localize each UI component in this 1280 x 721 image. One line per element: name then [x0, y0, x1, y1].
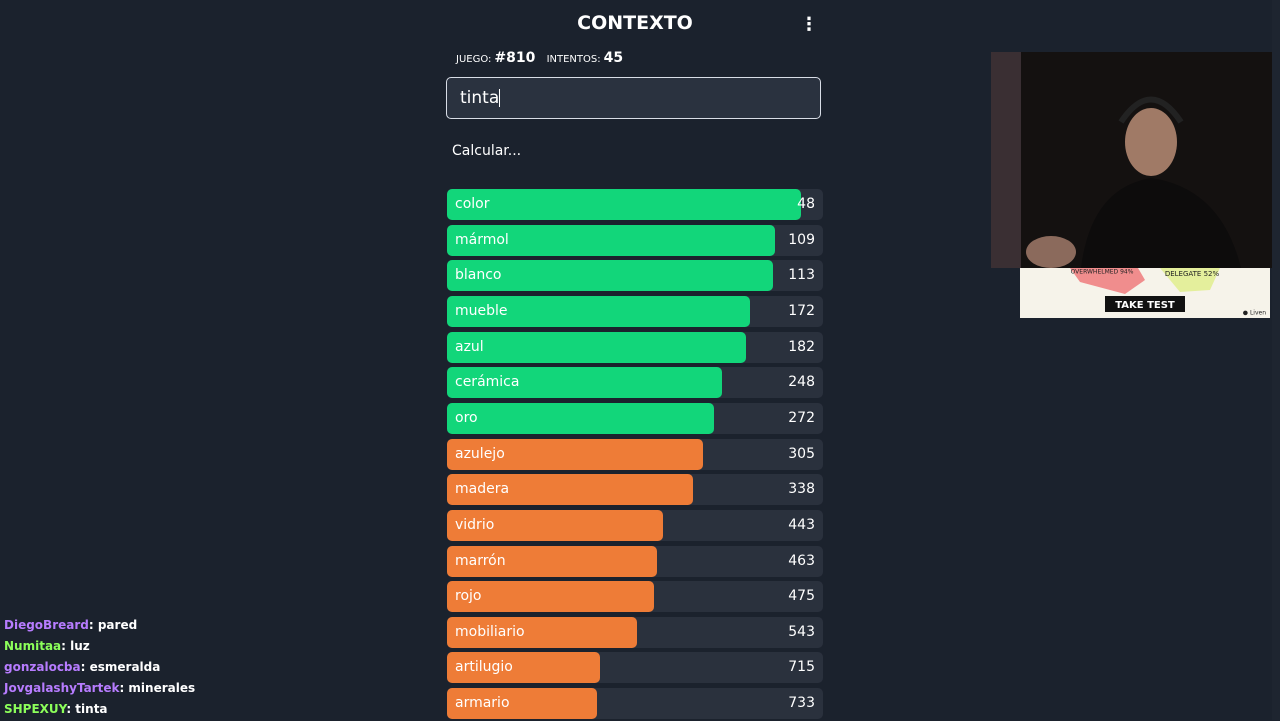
chat-message: : pared [88, 618, 138, 632]
guess-bar [447, 616, 638, 648]
ad-banner[interactable]: OVERWHELMED 94% DELEGATE 52% TAKE TEST ●… [1020, 268, 1270, 318]
guess-row: armario 733 [447, 688, 823, 720]
guess-rank: 182 [788, 338, 815, 355]
chat-line: JovgalashyTartek: minerales [4, 679, 195, 700]
guess-rank: 113 [788, 267, 815, 284]
ad-button[interactable]: TAKE TEST [1115, 300, 1175, 311]
guess-row: azulejo 305 [447, 438, 823, 470]
guess-bar [447, 581, 655, 613]
attempts: 45 [603, 50, 624, 66]
guess-rank: 338 [788, 481, 815, 498]
guess-row: artilugio 715 [447, 652, 823, 684]
chat-line: Numitaa: luz [4, 637, 195, 658]
guess-word: rojo [455, 588, 482, 605]
guess-row: oro 272 [447, 402, 823, 434]
chat-user[interactable]: Numitaa [4, 639, 62, 653]
guess-row: color 48 [447, 189, 823, 220]
guess-rank: 733 [788, 695, 815, 712]
guess-bar [447, 189, 802, 220]
chat-line: SHPEXUY: tinta [4, 700, 195, 721]
chat-message: : esmeralda [80, 660, 161, 674]
guess-word: azul [455, 338, 484, 355]
guess-rank: 543 [788, 623, 815, 640]
guess-row: madera 338 [447, 474, 823, 506]
guess-word: cerámica [455, 374, 520, 391]
webcam [991, 52, 1280, 268]
guess-bar [447, 224, 775, 256]
guess-word: artilugio [455, 659, 513, 676]
guess-word: madera [455, 481, 510, 498]
title: CONTEXTO [577, 12, 693, 34]
chat-user[interactable]: gonzalocba [4, 660, 81, 674]
guess-bar [447, 474, 694, 506]
chat-message: : luz [61, 639, 90, 653]
guess-input[interactable]: tinta [446, 77, 821, 119]
guess-row: azul 182 [447, 331, 823, 363]
guess-word: oro [455, 409, 478, 426]
chat-message: : minerales [119, 681, 196, 695]
guess-bar [447, 545, 658, 577]
chat-line: DiegoBreard: pared [4, 616, 195, 637]
chat-message: : tinta [66, 702, 108, 716]
chat-line: gonzalocba: esmeralda [4, 658, 195, 679]
guess-row: blanco 113 [447, 260, 823, 292]
guess-word: azulejo [455, 445, 505, 462]
guess-rank: 463 [788, 552, 815, 569]
guess-rank: 272 [788, 409, 815, 426]
guess-word: mármol [455, 231, 509, 248]
guess-bar [447, 402, 715, 434]
chat-user[interactable]: SHPEXUY [4, 702, 67, 716]
guess-bar [447, 367, 723, 399]
game-info: JUEGO: #810 INTENTOS: 45 [456, 50, 631, 66]
guess-row: mueble 172 [447, 295, 823, 327]
guess-word: mobiliario [455, 623, 525, 640]
guess-bar [447, 260, 774, 292]
guess-bar [447, 509, 663, 541]
guess-rank: 172 [788, 302, 815, 319]
guess-rank: 443 [788, 516, 815, 533]
ad-graphic: OVERWHELMED 94% DELEGATE 52% TAKE TEST ●… [1070, 268, 1266, 317]
attempts-label: INTENTOS: [546, 54, 601, 65]
guess-rank: 715 [788, 659, 815, 676]
guess-bar [447, 295, 750, 327]
guess-word: marrón [455, 552, 506, 569]
ad-brand: ● Liven [1243, 310, 1266, 317]
game-number: #810 [494, 50, 536, 66]
guess-word: color [455, 196, 490, 212]
guess-rank: 48 [797, 196, 815, 212]
guess-bar [447, 331, 747, 363]
guess-row: vidrio 443 [447, 509, 823, 541]
guess-rank: 305 [788, 445, 815, 462]
chat-user[interactable]: JovgalashyTartek [4, 681, 120, 695]
guess-word: vidrio [455, 516, 495, 533]
menu-button[interactable]: ⋮ [800, 14, 818, 35]
guess-rank: 109 [788, 231, 815, 248]
status: Calcular... [452, 143, 522, 159]
guess-row: mármol 109 [447, 224, 823, 256]
guess-row: cerámica 248 [447, 367, 823, 399]
guess-rank: 475 [788, 588, 815, 605]
guess-word: blanco [455, 267, 502, 284]
chat: DiegoBreard: pared Numitaa: luz gonzalocba… [4, 616, 195, 721]
webcam-image [991, 52, 1280, 268]
chat-user[interactable]: DiegoBreard [4, 618, 89, 632]
guess-bar [447, 688, 597, 720]
guess-row: rojo 475 [447, 581, 823, 613]
scrollbar[interactable] [1272, 0, 1280, 720]
guess-word: armario [455, 695, 510, 712]
ad-left: OVERWHELMED 94% [1071, 269, 1134, 276]
ad-right: DELEGATE 52% [1165, 270, 1220, 278]
guess-bar [447, 438, 704, 470]
guess-row: marrón 463 [447, 545, 823, 577]
guess-bar [447, 652, 601, 684]
guess-rank: 248 [788, 374, 815, 391]
game-label: JUEGO: [456, 54, 492, 65]
guess-word: mueble [455, 302, 508, 319]
guess-row: mobiliario 543 [447, 616, 823, 648]
